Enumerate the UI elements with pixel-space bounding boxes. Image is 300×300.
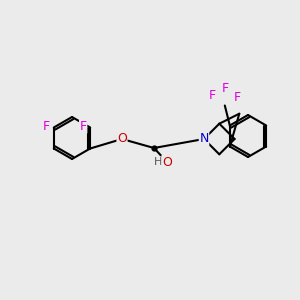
Text: H: H (154, 157, 162, 167)
Text: F: F (208, 89, 215, 102)
Text: N: N (199, 133, 209, 146)
Text: F: F (42, 120, 50, 133)
Text: O: O (117, 133, 127, 146)
Text: F: F (233, 91, 240, 104)
Text: F: F (221, 82, 228, 95)
Text: O: O (162, 155, 172, 169)
Text: F: F (80, 120, 87, 133)
